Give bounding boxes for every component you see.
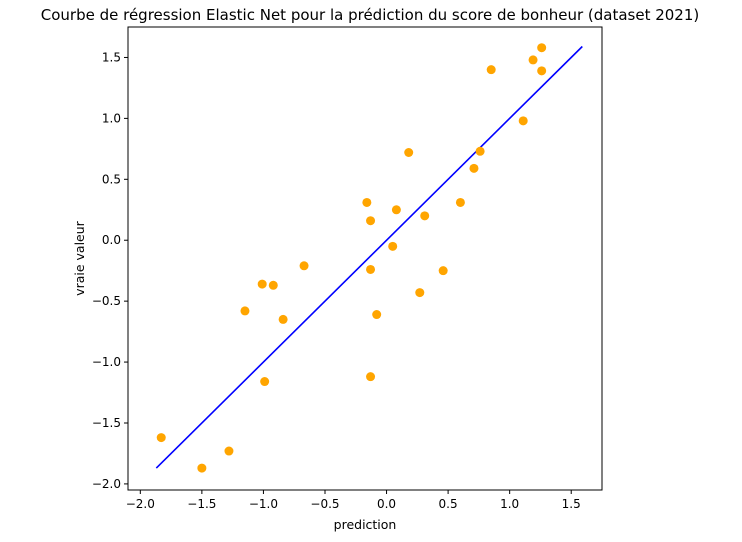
data-point bbox=[518, 116, 528, 126]
data-point bbox=[420, 211, 430, 221]
data-point bbox=[240, 306, 250, 316]
data-point bbox=[362, 197, 372, 207]
data-series bbox=[155, 43, 583, 473]
y-tick-label: −2.0 bbox=[92, 477, 121, 491]
chart-title: Courbe de régression Elastic Net pour la… bbox=[41, 6, 700, 24]
data-point bbox=[469, 163, 479, 173]
data-point bbox=[278, 314, 288, 324]
y-axis-ticks: −2.0 −1.5 −1.0 −0.5 0.0 0.5 1.0 1.5 bbox=[92, 50, 128, 491]
data-point bbox=[528, 55, 538, 65]
data-point bbox=[366, 264, 376, 274]
x-tick-label: −1.0 bbox=[249, 497, 278, 511]
data-point bbox=[475, 146, 485, 156]
data-point bbox=[404, 147, 414, 157]
x-tick-label: −1.5 bbox=[187, 497, 216, 511]
plot-frame bbox=[127, 26, 603, 491]
data-point bbox=[438, 266, 448, 276]
data-point bbox=[366, 372, 376, 382]
data-point bbox=[257, 279, 267, 289]
data-point bbox=[156, 433, 166, 443]
data-point bbox=[537, 43, 547, 53]
y-tick-label: 1.0 bbox=[102, 111, 121, 125]
x-axis-ticks: −2.0 −1.5 −1.0 −0.5 0.0 0.5 1.0 1.5 bbox=[126, 490, 581, 511]
data-point bbox=[537, 66, 547, 76]
y-tick-label: 1.5 bbox=[102, 50, 121, 64]
y-tick-label: −1.0 bbox=[92, 355, 121, 369]
data-point bbox=[366, 216, 376, 226]
data-point bbox=[388, 241, 398, 251]
y-tick-label: −0.5 bbox=[92, 294, 121, 308]
y-axis-label: vraie valeur bbox=[72, 220, 87, 295]
x-axis-label: prediction bbox=[334, 517, 397, 532]
y-tick-label: −1.5 bbox=[92, 416, 121, 430]
x-tick-label: −0.5 bbox=[310, 497, 339, 511]
data-point bbox=[224, 446, 234, 456]
y-tick-label: 0.0 bbox=[102, 233, 121, 247]
x-tick-label: 0.0 bbox=[377, 497, 396, 511]
data-point bbox=[391, 205, 401, 215]
data-point bbox=[486, 65, 496, 75]
regression-line bbox=[155, 45, 583, 469]
data-point bbox=[415, 288, 425, 298]
data-point bbox=[299, 261, 309, 271]
x-tick-label: 1.5 bbox=[562, 497, 581, 511]
y-tick-label: 0.5 bbox=[102, 172, 121, 186]
x-tick-label: 1.0 bbox=[500, 497, 519, 511]
x-tick-label: 0.5 bbox=[439, 497, 458, 511]
data-point bbox=[372, 310, 382, 320]
data-point bbox=[260, 377, 270, 387]
x-tick-label: −2.0 bbox=[126, 497, 155, 511]
data-point bbox=[197, 463, 207, 473]
data-point bbox=[268, 280, 278, 290]
data-point bbox=[455, 197, 465, 207]
